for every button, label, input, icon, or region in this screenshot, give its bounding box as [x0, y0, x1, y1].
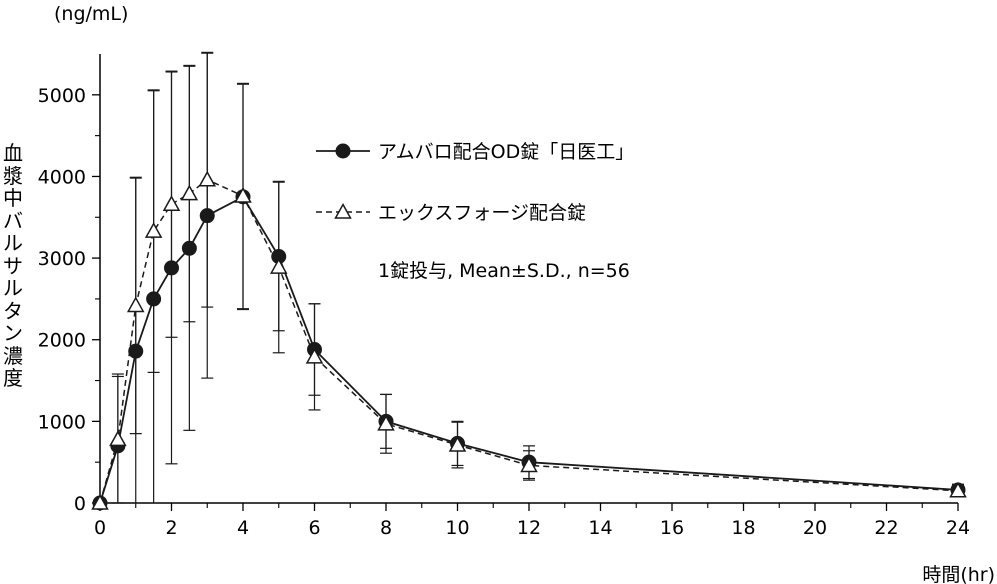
y-axis-label-char: タ	[3, 298, 23, 323]
y-tick-label: 4000	[38, 166, 86, 188]
data-point-series-1	[181, 240, 197, 256]
series-markers	[91, 170, 967, 511]
y-axis-label-char: 濃	[3, 343, 23, 368]
y-axis-label-char: 血	[3, 141, 23, 165]
x-tick-label: 8	[380, 517, 392, 539]
x-tick-label: 22	[874, 517, 898, 539]
data-point-series-1	[146, 291, 162, 307]
legend-marker-series-2	[334, 202, 352, 219]
y-tick-label: 3000	[38, 248, 86, 270]
y-axis-label-char: 漿	[3, 163, 23, 188]
y-axis-label-char: ル	[3, 231, 23, 255]
y-axis-label-char: ン	[3, 321, 23, 345]
data-point-series-2	[198, 170, 217, 187]
y-axis-label-char: 中	[3, 186, 23, 210]
y-tick-label: 0	[74, 493, 86, 515]
data-point-series-2	[180, 184, 199, 201]
data-point-series-2	[109, 430, 127, 447]
y-tick-label: 1000	[38, 411, 86, 433]
legend-marker-series-1	[335, 143, 351, 159]
series-lines	[99, 178, 959, 504]
legend-label-series-1: アムバロ配合OD錠「日医工」	[378, 141, 634, 163]
data-point-series-2	[305, 347, 324, 364]
data-point-series-1	[164, 260, 179, 276]
data-point-series-2	[144, 222, 163, 238]
x-tick-label: 10	[445, 517, 469, 539]
x-tick-label: 12	[517, 517, 541, 539]
data-point-series-1	[128, 343, 144, 359]
y-tick-label: 2000	[38, 330, 86, 352]
x-tick-label: 4	[237, 517, 249, 539]
data-point-series-2	[448, 435, 467, 452]
chart-annotation: 1錠投与, Mean±S.D., n=56	[378, 260, 630, 282]
series-line-2	[99, 178, 959, 504]
y-axis-label: 血漿中バルサルタン濃度	[0, 142, 26, 390]
y-axis-label-char: 度	[3, 366, 23, 390]
data-point-series-2	[949, 481, 967, 498]
legend-label-series-2: エックスフォージ配合錠	[378, 202, 586, 224]
y-axis-label-char: ル	[3, 276, 23, 300]
data-point-series-2	[126, 296, 145, 313]
data-point-series-2	[269, 258, 288, 274]
data-point-series-2	[234, 187, 252, 203]
data-point-series-2	[520, 456, 538, 473]
x-tick-label: 20	[803, 517, 827, 539]
data-point-series-2	[377, 414, 395, 431]
x-tick-label: 18	[731, 517, 755, 539]
x-tick-label: 6	[308, 517, 320, 539]
data-point-series-1	[199, 208, 215, 224]
series-line-1	[99, 195, 959, 504]
y-tick-label: 5000	[38, 85, 86, 107]
y-axis-unit: (ng/mL)	[54, 3, 128, 25]
y-axis-label-char: サ	[3, 253, 23, 278]
data-point-series-2	[91, 493, 109, 510]
data-point-series-1	[271, 248, 287, 264]
x-axis-label: 時間(hr)	[922, 564, 995, 584]
y-axis-label-char: バ	[3, 208, 23, 233]
x-tick-label: 24	[946, 517, 970, 539]
axes: 0 2 4 6 8 10 12 14 16 18 20 22 240100020003000400050…	[38, 54, 970, 539]
legend: アムバロ配合OD錠「日医工」 エックスフォージ配合錠 1錠投与, Mean±S.…	[316, 141, 634, 282]
data-point-series-2	[162, 195, 181, 211]
x-tick-label: 2	[165, 517, 177, 539]
x-tick-label: 14	[588, 517, 612, 539]
x-tick-label: 0	[94, 517, 106, 539]
x-tick-label: 16	[660, 517, 684, 539]
